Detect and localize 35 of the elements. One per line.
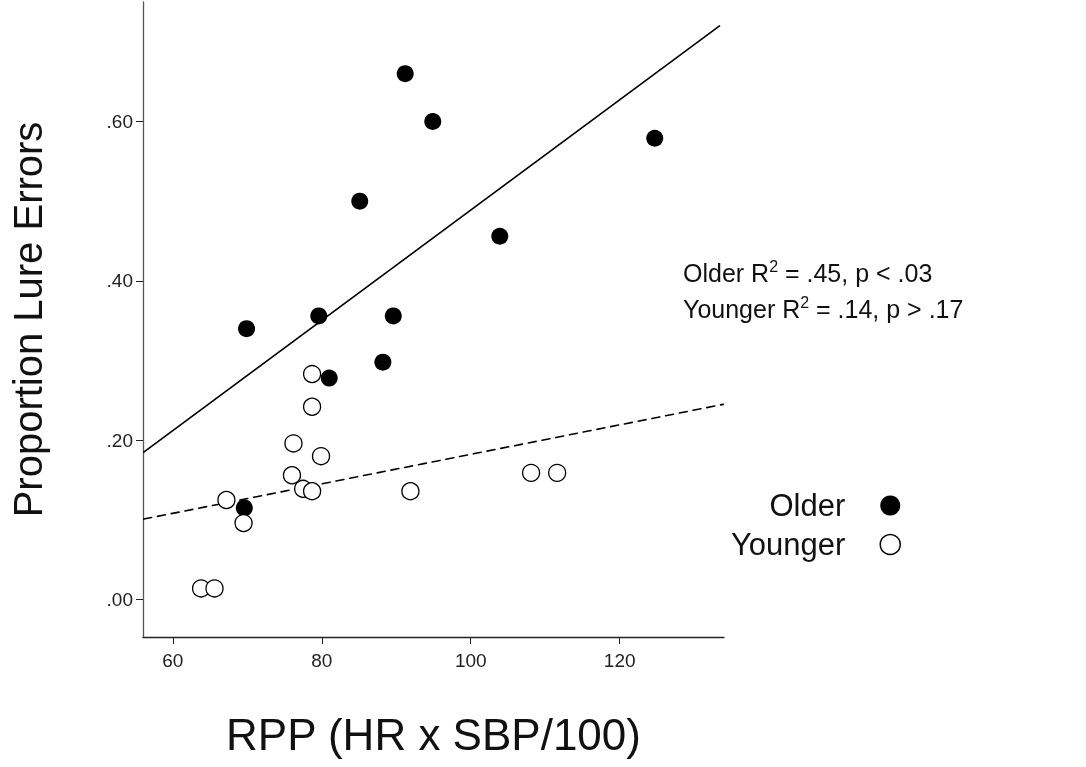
point [320, 369, 338, 387]
point [374, 353, 392, 371]
point [396, 65, 414, 83]
point [646, 129, 664, 147]
point [491, 227, 509, 245]
point [384, 307, 402, 325]
point [302, 482, 322, 501]
point [424, 113, 442, 131]
y-tick-label: .20 [106, 429, 133, 451]
x-axis-title: RPP (HR x SBP/100) [226, 709, 641, 759]
point [548, 463, 567, 483]
x-tick-label: 60 [162, 650, 184, 671]
point [205, 579, 224, 598]
point [238, 320, 256, 338]
y-axis-title: Proportion Lure Errors [6, 121, 50, 518]
point [310, 307, 328, 325]
point [401, 482, 420, 501]
point [234, 513, 253, 533]
legend-label: Older [769, 488, 846, 523]
point [302, 364, 322, 384]
point [351, 192, 369, 210]
y-tick-label: .00 [106, 589, 133, 611]
point [521, 463, 541, 483]
point [282, 466, 302, 485]
point [284, 434, 303, 453]
x-tick-label: 100 [454, 650, 487, 671]
x-tick-label: 120 [603, 650, 636, 671]
point [302, 397, 322, 416]
point [311, 446, 331, 466]
point [217, 490, 236, 510]
x-tick-label: 80 [311, 650, 333, 671]
point [235, 499, 253, 517]
y-tick-label: .40 [106, 270, 133, 292]
y-tick-label: .60 [106, 111, 133, 133]
legend-label: Younger [730, 527, 846, 562]
